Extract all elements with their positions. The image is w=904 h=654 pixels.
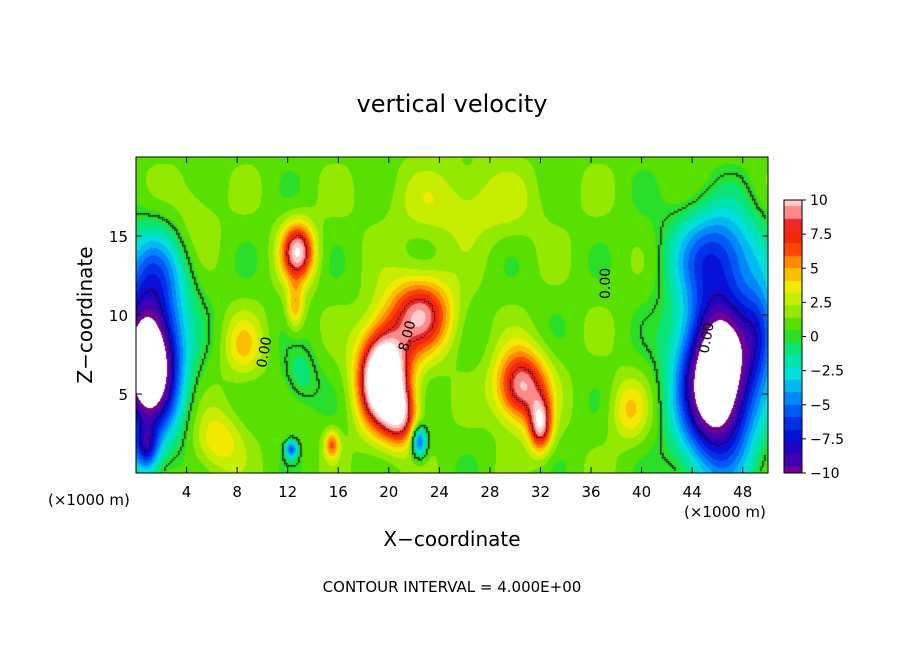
x-tick-label: 24 [430, 483, 449, 501]
colorbar: 10 7.5 5 2.5 0 −2.5 −5 −7.5 −10 [783, 193, 844, 482]
contour-interval-note: CONTOUR INTERVAL = 4.000E+00 [323, 578, 582, 596]
colorbar-tick-label: 2.5 [810, 295, 832, 311]
plot-area [135, 156, 769, 474]
colorbar-tick-label: −2.5 [810, 364, 844, 380]
x-unit-right: (×1000 m) [684, 503, 766, 521]
x-tick-label: 4 [182, 483, 192, 501]
y-tick-label: 5 [118, 386, 128, 404]
colorbar-tick-label: −5 [810, 398, 831, 414]
colorbar-tick-label: 5 [810, 261, 819, 277]
x-tick-label: 28 [480, 483, 499, 501]
x-tick-label: 32 [531, 483, 550, 501]
colorbar-canvas [784, 200, 802, 473]
x-tick-label: 12 [278, 483, 297, 501]
colorbar-tick-label: −10 [810, 466, 840, 482]
x-tick-label: 16 [329, 483, 348, 501]
x-axis-label: X−coordinate [383, 527, 520, 551]
x-tick-label: 36 [581, 483, 600, 501]
heatmap-canvas [136, 157, 768, 473]
colorbar-tick-label: 10 [810, 193, 828, 209]
colorbar-ticks: 10 7.5 5 2.5 0 −2.5 −5 −7.5 −10 [802, 193, 844, 482]
x-tick-label: 8 [232, 483, 242, 501]
contour-label: 0.00 [254, 335, 275, 368]
colorbar-tick-label: −7.5 [810, 432, 844, 448]
y-tick-label: 15 [109, 228, 128, 246]
x-tick-label: 48 [733, 483, 752, 501]
y-axis-label: Z−coordinate [73, 246, 97, 383]
chart-title: vertical velocity [357, 90, 548, 118]
contour-label: 8.00 [396, 319, 420, 353]
y-axis-ticks: 5 10 15 [109, 228, 768, 404]
colorbar-tick-label: 0 [810, 330, 819, 346]
contour-labels: 0.00 8.00 0.00 0.00 [254, 268, 718, 369]
contour-label: 0.00 [697, 321, 718, 354]
x-tick-label: 44 [683, 483, 702, 501]
x-unit-left: (×1000 m) [48, 491, 130, 509]
x-axis-ticks: 4 8 12 16 20 24 28 32 36 40 44 48 [182, 157, 752, 501]
contour-label: 0.00 [598, 268, 614, 299]
x-tick-label: 20 [379, 483, 398, 501]
colorbar-tick-label: 7.5 [810, 227, 832, 243]
x-tick-label: 40 [632, 483, 651, 501]
y-tick-label: 10 [109, 307, 128, 325]
